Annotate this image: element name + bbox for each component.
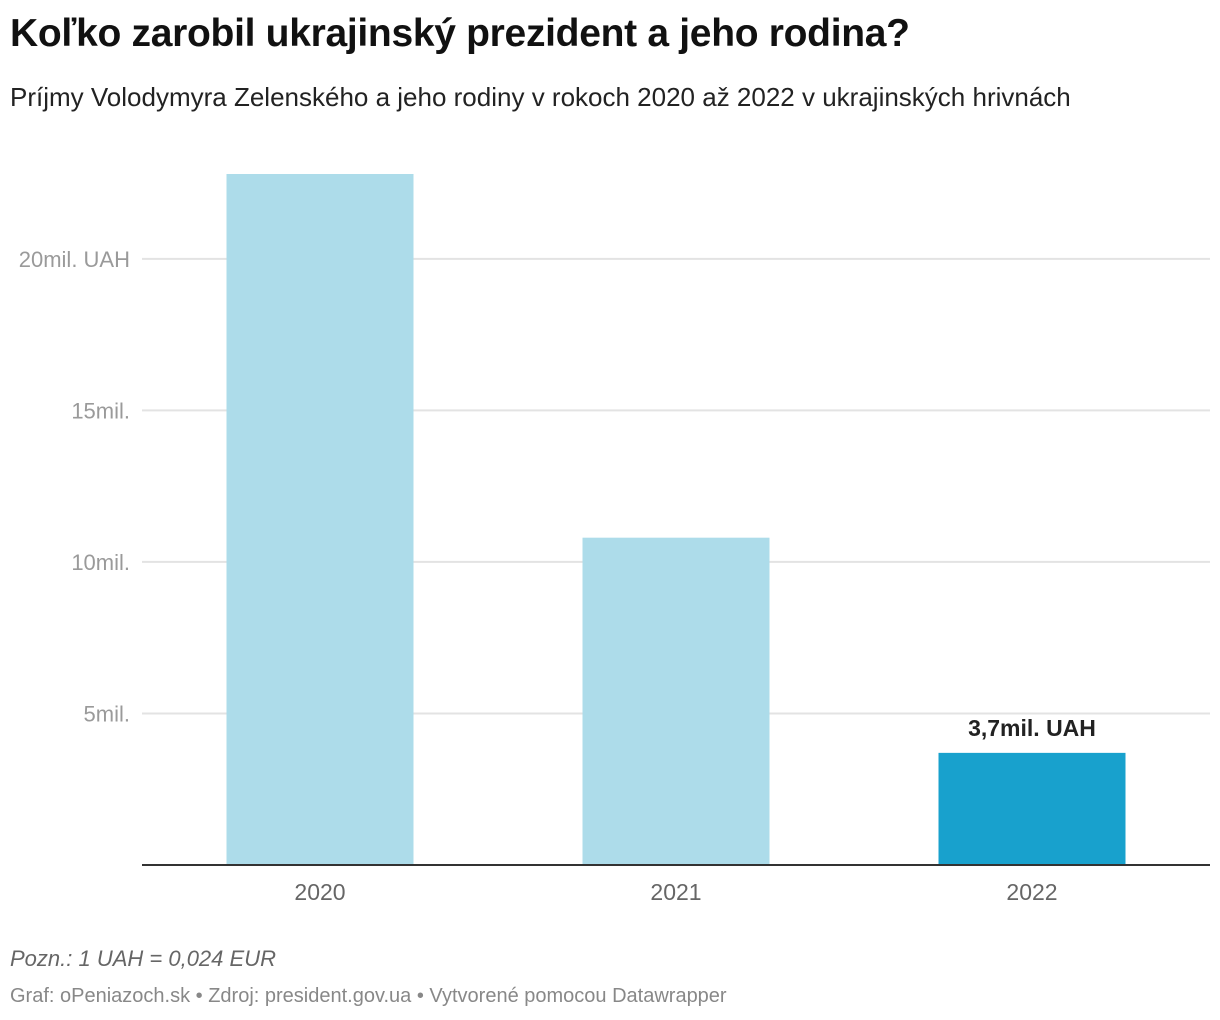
y-tick-label-15: 15mil. bbox=[71, 398, 130, 423]
y-axis-ticks: 5mil. 10mil. 15mil. 20mil. UAH bbox=[19, 247, 130, 727]
source-credit: Graf: oPeniazoch.sk • Zdroj: president.g… bbox=[10, 985, 727, 1007]
y-tick-label-5: 5mil. bbox=[84, 701, 130, 726]
chart-subtitle: Príjmy Volodymyra Zelenského a jeho rodi… bbox=[10, 82, 1071, 112]
footnote: Pozn.: 1 UAH = 0,024 EUR bbox=[10, 946, 276, 971]
x-tick-label-2022: 2022 bbox=[1006, 879, 1057, 905]
y-tick-label-20: 20mil. UAH bbox=[19, 247, 130, 272]
data-label-2022: 3,7mil. UAH bbox=[968, 715, 1096, 741]
bar-2022 bbox=[938, 752, 1126, 865]
x-axis-labels: 2020 2021 2022 bbox=[294, 879, 1057, 905]
data-labels: 3,7mil. UAH bbox=[968, 715, 1096, 741]
x-tick-label-2021: 2021 bbox=[650, 879, 701, 905]
chart-title: Koľko zarobil ukrajinský prezident a jeh… bbox=[10, 12, 910, 55]
bar-2021 bbox=[582, 537, 770, 865]
bars bbox=[226, 174, 1126, 865]
x-tick-label-2020: 2020 bbox=[294, 879, 345, 905]
bar-2020 bbox=[226, 174, 414, 865]
y-tick-label-10: 10mil. bbox=[71, 550, 130, 575]
bar-chart: 5mil.10mil.15mil.20mil. UAH 3,7mil. UAH … bbox=[19, 174, 1210, 905]
